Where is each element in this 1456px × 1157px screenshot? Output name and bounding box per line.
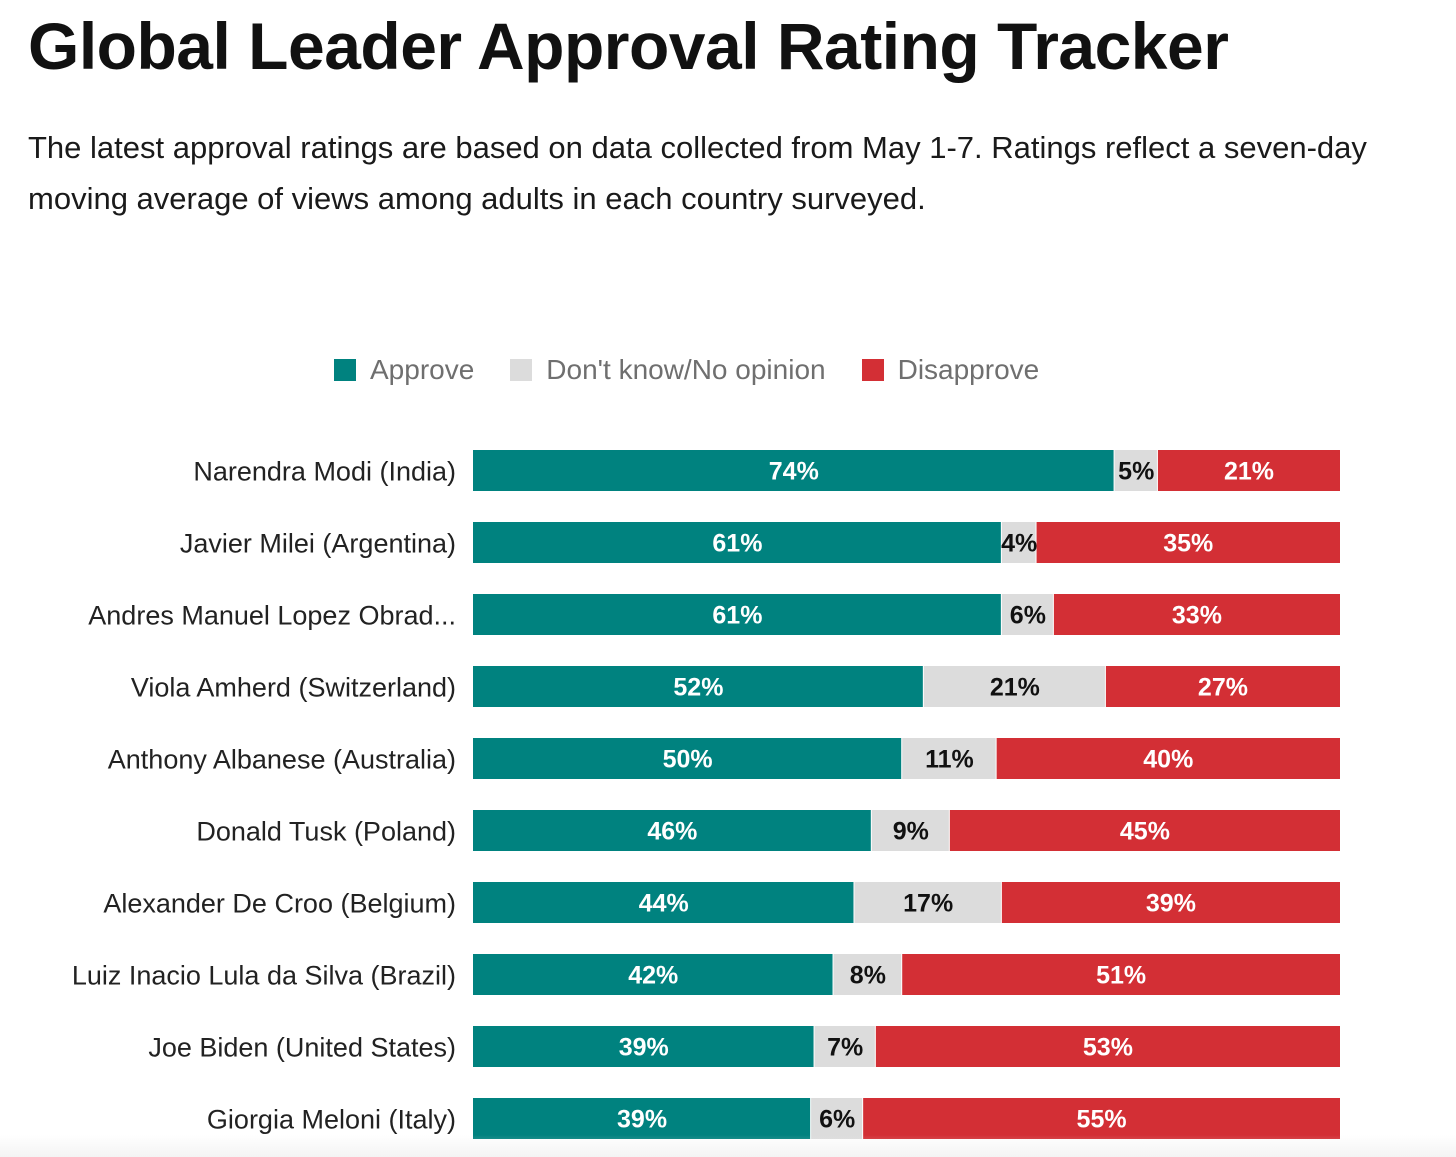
bar-segment-approve [473, 522, 1002, 563]
legend-label-no-opinion: Don't know/No opinion [546, 354, 826, 385]
legend-swatch-no-opinion [510, 359, 533, 381]
bar-segment-disapprove [949, 810, 1340, 851]
data-label-disapprove: 40% [1143, 746, 1193, 774]
data-label-disapprove: 53% [1083, 1034, 1133, 1062]
data-label-disapprove: 45% [1120, 818, 1170, 846]
data-label-don-t-know-no-opinion: 6% [819, 1106, 855, 1134]
category-label: Giorgia Meloni (Italy) [207, 1105, 456, 1135]
data-label-approve: 44% [639, 890, 689, 918]
bar-segment-don-t-know-no-opinion [1001, 522, 1037, 563]
data-label-disapprove: 27% [1198, 674, 1248, 702]
category-label: Andres Manuel Lopez Obrad... [88, 601, 456, 631]
bar-segment-don-t-know-no-opinion [833, 954, 903, 995]
bar-segment-don-t-know-no-opinion [1001, 594, 1054, 635]
category-label: Donald Tusk (Poland) [196, 817, 456, 847]
data-label-approve: 61% [712, 530, 762, 558]
bar-segment-disapprove [1053, 594, 1340, 635]
category-label: Narendra Modi (India) [193, 457, 456, 487]
data-label-don-t-know-no-opinion: 8% [850, 962, 886, 990]
category-label: Joe Biden (United States) [148, 1033, 456, 1063]
data-label-disapprove: 21% [1224, 458, 1274, 486]
data-label-approve: 74% [769, 458, 819, 486]
data-label-approve: 39% [619, 1034, 669, 1062]
bar-segment-don-t-know-no-opinion [902, 738, 997, 779]
category-label: Alexander De Croo (Belgium) [103, 889, 456, 919]
bar-segment-don-t-know-no-opinion [814, 1026, 876, 1067]
category-label: Luiz Inacio Lula da Silva (Brazil) [72, 961, 456, 991]
bar-segment-approve [473, 594, 1002, 635]
data-label-don-t-know-no-opinion: 21% [990, 674, 1040, 702]
bar-segment-don-t-know-no-opinion [1114, 450, 1158, 491]
bar-segment-don-t-know-no-opinion [811, 1098, 864, 1139]
bar-segment-approve [473, 954, 834, 995]
data-label-disapprove: 35% [1163, 530, 1213, 558]
bar-segment-don-t-know-no-opinion [923, 666, 1106, 707]
data-label-disapprove: 39% [1146, 890, 1196, 918]
bar-segment-approve [473, 666, 924, 707]
bar-segment-disapprove [863, 1098, 1340, 1139]
chart-legend: Approve Don't know/No opinion Disapprove [334, 350, 1075, 390]
legend-swatch-approve [334, 359, 356, 381]
data-label-don-t-know-no-opinion: 5% [1118, 458, 1154, 486]
data-label-approve: 61% [712, 602, 762, 630]
category-label: Viola Amherd (Switzerland) [131, 673, 456, 703]
data-label-don-t-know-no-opinion: 11% [925, 746, 974, 774]
category-label: Anthony Albanese (Australia) [108, 745, 456, 775]
legend-item-no-opinion: Don't know/No opinion [510, 354, 826, 386]
bar-segment-approve [473, 882, 855, 923]
data-label-don-t-know-no-opinion: 4% [1001, 530, 1037, 558]
bar-segment-disapprove [902, 954, 1340, 995]
data-label-disapprove: 55% [1077, 1106, 1127, 1134]
bar-segment-disapprove [1036, 522, 1340, 563]
bar-segment-don-t-know-no-opinion [871, 810, 950, 851]
chart-subtitle: The latest approval ratings are based on… [28, 130, 1367, 216]
data-label-approve: 46% [647, 818, 697, 846]
data-label-disapprove: 51% [1096, 962, 1146, 990]
stacked-bar-chart: Narendra Modi (India) 74% 5% 21% Javier Mile… [72, 450, 1340, 1139]
legend-label-approve: Approve [370, 354, 475, 385]
bar-segment-disapprove [1001, 882, 1340, 923]
bar-segment-don-t-know-no-opinion [854, 882, 1002, 923]
bar-segment-approve [473, 450, 1115, 491]
bar-segment-disapprove [996, 738, 1340, 779]
legend-item-approve: Approve [334, 354, 474, 386]
data-label-don-t-know-no-opinion: 17% [903, 890, 953, 918]
bar-segment-disapprove [1157, 450, 1340, 491]
data-label-don-t-know-no-opinion: 6% [1010, 602, 1046, 630]
bar-segment-approve [473, 1026, 815, 1067]
bar-segment-approve [473, 810, 872, 851]
bar-segment-approve [473, 738, 903, 779]
category-label: Javier Milei (Argentina) [180, 529, 456, 559]
legend-item-disapprove: Disapprove [861, 354, 1040, 386]
bar-segment-approve [473, 1098, 812, 1139]
data-label-approve: 52% [673, 674, 723, 702]
data-label-approve: 50% [663, 746, 713, 774]
data-label-approve: 39% [617, 1106, 667, 1134]
legend-label-disapprove: Disapprove [897, 354, 1040, 385]
bar-segment-disapprove [875, 1026, 1340, 1067]
legend-swatch-disapprove [861, 359, 884, 381]
chart-title: Global Leader Approval Rating Tracker [28, 9, 1229, 83]
data-label-approve: 42% [628, 962, 678, 990]
data-label-don-t-know-no-opinion: 7% [827, 1034, 863, 1062]
bar-segment-disapprove [1105, 666, 1340, 707]
data-label-don-t-know-no-opinion: 9% [893, 818, 929, 846]
data-label-disapprove: 33% [1172, 602, 1222, 630]
